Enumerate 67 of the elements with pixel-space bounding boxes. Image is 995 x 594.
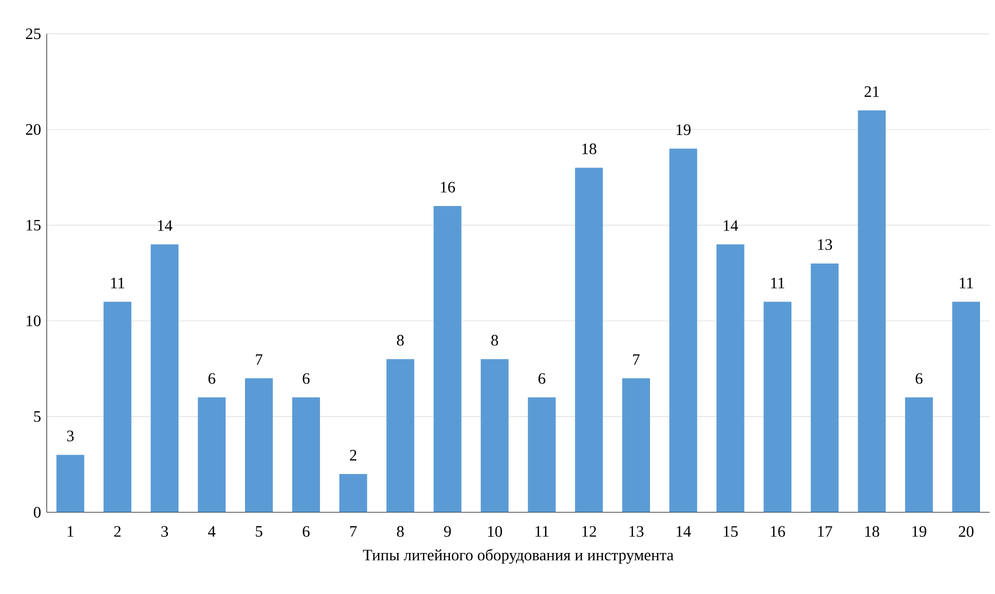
bar	[716, 244, 744, 512]
x-tick-label: 2	[114, 526, 121, 537]
x-tick-label: 8	[396, 526, 404, 537]
data-label: 8	[491, 334, 498, 346]
data-label: 21	[864, 86, 879, 97]
y-tick-label: 20	[26, 124, 41, 135]
data-label: 7	[256, 354, 262, 365]
data-label: 11	[771, 278, 784, 288]
data-label: 14	[724, 220, 738, 231]
x-tick-label: 7	[350, 526, 357, 537]
x-tick-label: 15	[724, 526, 738, 537]
data-label: 14	[158, 220, 172, 231]
bar	[292, 398, 320, 512]
data-label: 6	[916, 373, 922, 384]
x-tick-label: 4	[208, 526, 216, 537]
y-tick-label: 25	[26, 28, 41, 40]
x-tick-label: 16	[770, 526, 786, 537]
x-tick-label: 10	[488, 526, 502, 537]
bar	[669, 148, 698, 512]
y-tick-label: 5	[34, 411, 41, 422]
bar	[528, 398, 556, 512]
data-label: 8	[396, 334, 404, 346]
y-tick-label: 10	[26, 316, 41, 326]
data-label: 13	[818, 239, 832, 250]
bar	[150, 244, 179, 512]
data-label: 2	[350, 450, 356, 461]
x-tick-label: 19	[912, 526, 926, 537]
x-tick-label: 6	[302, 526, 310, 537]
bar	[480, 359, 509, 512]
data-label: 16	[440, 182, 455, 193]
data-label: 6	[538, 373, 546, 384]
data-label: 19	[676, 124, 691, 136]
bar	[434, 206, 462, 512]
x-tick-label: 1	[68, 526, 74, 537]
x-tick-label: 17	[818, 526, 832, 537]
bar	[952, 302, 980, 512]
x-tick-label: 5	[256, 526, 262, 537]
data-label: 3	[67, 430, 74, 442]
bar	[810, 264, 839, 512]
data-label: 18	[582, 144, 596, 154]
data-label: 6	[302, 373, 310, 384]
x-tick-label: 14	[676, 526, 691, 537]
bar	[622, 378, 650, 512]
bar	[858, 110, 886, 512]
x-tick-label: 18	[865, 526, 880, 537]
bar	[386, 359, 414, 512]
x-axis-title: Типы литейного оборудования и инструмента	[362, 548, 674, 564]
x-tick-label: 12	[582, 526, 596, 537]
bar	[56, 454, 84, 512]
bar	[198, 398, 226, 512]
bar	[339, 474, 368, 512]
data-label: 11	[960, 278, 973, 288]
y-tick-label: 0	[34, 506, 41, 518]
bar	[104, 302, 132, 512]
x-tick-label: 3	[161, 526, 168, 537]
x-tick-label: 9	[444, 526, 451, 537]
data-label: 6	[208, 373, 216, 384]
bar	[575, 168, 603, 512]
data-label: 7	[633, 354, 640, 365]
x-tick-label: 11	[536, 526, 549, 537]
x-tick-label: 13	[630, 526, 644, 537]
bar	[245, 378, 273, 512]
bar	[764, 302, 792, 512]
y-tick-label: 15	[26, 220, 41, 231]
bar	[905, 398, 933, 512]
data-label: 11	[111, 278, 124, 288]
x-tick-label: 20	[958, 526, 974, 537]
